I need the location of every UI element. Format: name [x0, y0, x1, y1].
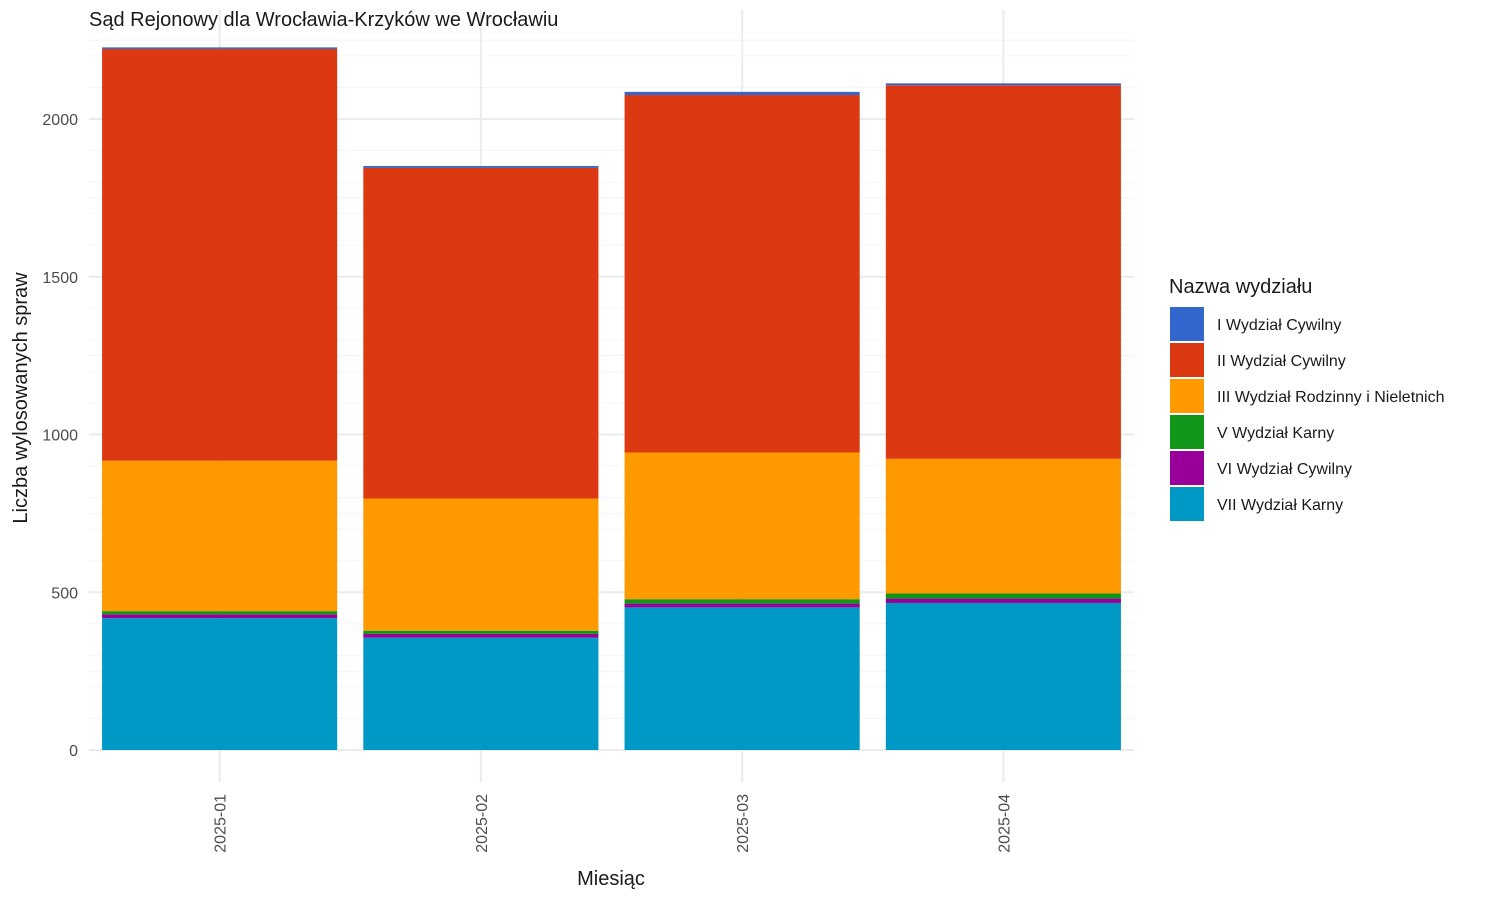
y-tick-label: 0	[69, 743, 78, 760]
bar-segment-ii-wydzia-cywilny-2025-03[interactable]	[624, 95, 860, 453]
bar-segment-vi-wydzia-cywilny-2025-03[interactable]	[624, 603, 860, 608]
legend-title: Nazwa wydziału	[1169, 276, 1312, 298]
bar-segment-ii-wydzia-cywilny-2025-04[interactable]	[885, 85, 1121, 459]
bar-segment-iii-wydzia-rodzinny-i-nieletnich-2025-03[interactable]	[624, 452, 860, 600]
x-tick-label: 2025-03	[735, 794, 752, 853]
bar-segment-i-wydzia-cywilny-2025-02[interactable]	[363, 166, 599, 168]
bar-segment-v-wydzia-karny-2025-04[interactable]	[885, 593, 1121, 599]
x-axis-label: Miesiąc	[577, 868, 645, 890]
bar-segment-v-wydzia-karny-2025-02[interactable]	[363, 630, 599, 634]
bar-segment-vi-wydzia-cywilny-2025-02[interactable]	[363, 633, 599, 638]
legend-label[interactable]: I Wydział Cywilny	[1217, 317, 1341, 334]
legend-label[interactable]: V Wydział Karny	[1217, 425, 1334, 442]
bar-segment-iii-wydzia-rodzinny-i-nieletnich-2025-04[interactable]	[885, 458, 1121, 594]
bar-segment-i-wydzia-cywilny-2025-04[interactable]	[885, 83, 1121, 86]
bar-segment-i-wydzia-cywilny-2025-03[interactable]	[624, 91, 860, 96]
legend-swatch[interactable]	[1170, 415, 1204, 449]
bar-segment-vii-wydzia-karny-2025-03[interactable]	[624, 607, 860, 750]
y-tick-label: 1000	[42, 428, 78, 445]
y-tick-label: 2000	[42, 112, 78, 129]
y-axis-ticks: 0 500 1000 1500 2000	[42, 112, 78, 760]
legend-swatch[interactable]	[1170, 307, 1204, 341]
x-tick-label: 2025-04	[996, 794, 1013, 853]
bar-segment-vi-wydzia-cywilny-2025-04[interactable]	[885, 598, 1121, 603]
chart-title: Sąd Rejonowy dla Wrocławia-Krzyków we Wr…	[89, 9, 558, 31]
bar-segment-vii-wydzia-karny-2025-04[interactable]	[885, 602, 1121, 750]
bar-segment-ii-wydzia-cywilny-2025-02[interactable]	[363, 167, 599, 499]
bar-segment-vi-wydzia-cywilny-2025-01[interactable]	[102, 614, 338, 619]
bar-segment-vii-wydzia-karny-2025-01[interactable]	[102, 618, 338, 750]
bars	[102, 47, 1121, 750]
legend-label[interactable]: VI Wydział Cywilny	[1217, 461, 1352, 478]
legend-swatch[interactable]	[1170, 379, 1204, 413]
x-axis-ticks: 2025-01 2025-02 2025-03 2025-04	[213, 794, 1014, 853]
bar-segment-v-wydzia-karny-2025-01[interactable]	[102, 611, 338, 615]
bar-segment-ii-wydzia-cywilny-2025-01[interactable]	[102, 48, 338, 461]
legend-swatch[interactable]	[1170, 487, 1204, 521]
bar-segment-i-wydzia-cywilny-2025-01[interactable]	[102, 47, 338, 49]
bar-segment-iii-wydzia-rodzinny-i-nieletnich-2025-02[interactable]	[363, 498, 599, 631]
y-axis-label: Liczba wylosowanych spraw	[10, 272, 32, 524]
x-tick-label: 2025-02	[474, 794, 491, 853]
legend: I Wydział Cywilny II Wydział Cywilny III W…	[1170, 307, 1445, 521]
bar-segment-v-wydzia-karny-2025-03[interactable]	[624, 599, 860, 604]
legend-label[interactable]: II Wydział Cywilny	[1217, 353, 1346, 370]
bar-segment-iii-wydzia-rodzinny-i-nieletnich-2025-01[interactable]	[102, 460, 338, 612]
legend-swatch[interactable]	[1170, 451, 1204, 485]
legend-swatch[interactable]	[1170, 343, 1204, 377]
y-tick-label: 500	[51, 585, 78, 602]
bar-segment-vii-wydzia-karny-2025-02[interactable]	[363, 637, 599, 750]
y-tick-label: 1500	[42, 270, 78, 287]
x-tick-label: 2025-01	[213, 794, 230, 853]
legend-label[interactable]: III Wydział Rodzinny i Nieletnich	[1217, 389, 1445, 406]
legend-label[interactable]: VII Wydział Karny	[1217, 497, 1343, 514]
